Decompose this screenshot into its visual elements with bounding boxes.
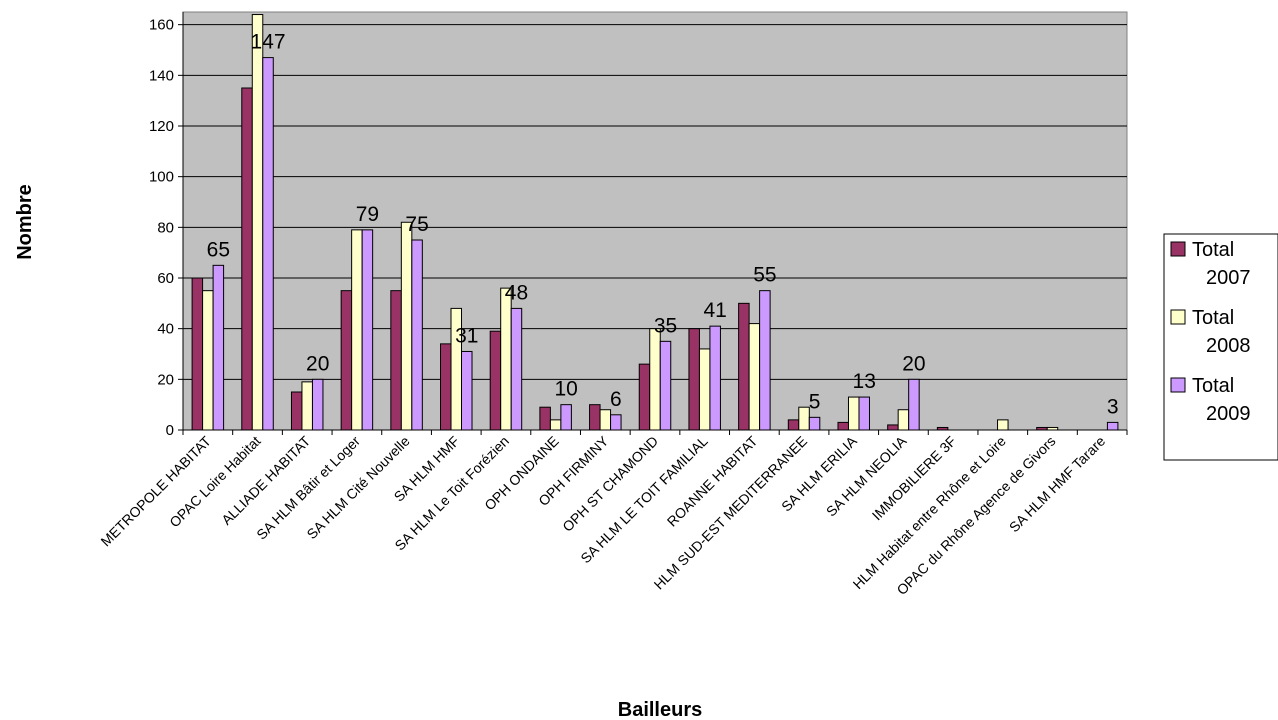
data-label: 48 [505,281,528,304]
bar [649,328,661,431]
legend: Total 2007 Total 2008 Total 2009 [1163,233,1278,461]
bar [251,14,264,431]
bar [390,290,402,431]
bar [688,328,700,431]
bar [589,404,601,431]
bar [290,391,303,431]
legend-label-line: 2009 [1206,403,1251,425]
bar [738,302,750,431]
legend-label: Total 2009 [1192,375,1251,425]
data-label: 147 [251,31,286,54]
y-tick-label: 0 [166,422,174,439]
gridlines [183,24,1127,380]
bar [361,229,374,431]
data-label: 13 [853,370,876,393]
data-label: 20 [306,352,329,375]
bar [997,419,1009,431]
bar [241,87,253,431]
y-axis-title: Nombre [14,184,36,260]
legend-swatch [1170,309,1186,325]
bar [311,378,324,431]
x-axis-title: Bailleurs [618,699,702,720]
x-tick-label: SA HLM HMF Tarare [1006,433,1109,536]
legend-label-line: 2007 [1206,267,1251,289]
bar [500,287,512,431]
data-label: 20 [902,352,925,375]
bar [659,340,672,431]
bar [400,221,413,431]
bar [709,325,721,431]
bar [847,396,860,431]
data-label: 31 [455,324,478,347]
x-tick-label: ROANNE HABITAT [664,432,761,529]
bar [212,264,225,431]
data-label: 6 [610,388,622,411]
bar [440,343,452,431]
bar [1106,421,1119,431]
x-tick-label: IMMOBILIERE 3F [869,433,960,524]
legend-label: Total 2007 [1192,239,1251,289]
y-tick-label: 20 [157,371,174,388]
legend-swatch [1170,377,1186,393]
bar [340,290,353,431]
bar [599,409,612,431]
y-tick-label: 160 [149,17,174,34]
bar [301,381,313,431]
bar [759,290,771,431]
data-label: 75 [405,213,428,236]
bar [191,277,204,431]
bars [191,14,1119,431]
data-label: 55 [753,264,776,287]
y-axis: 0 20 40 60 80 100 120 140 160 [149,12,184,439]
data-label: 3 [1107,395,1119,418]
legend-swatch [1170,241,1186,257]
bar [560,404,572,431]
legend-label-line: Total [1192,375,1234,397]
legend-label-line: Total [1192,239,1234,261]
bar [351,229,363,431]
bar [698,348,711,431]
legend-label: Total 2008 [1192,307,1251,357]
x-tick-label: OPAC Loire Habitat [166,433,264,531]
y-tick-label: 100 [149,169,174,186]
bar [411,239,423,431]
bar [908,378,920,431]
bar [539,406,551,431]
legend-label-line: 2008 [1206,335,1251,357]
bar [549,419,562,431]
bar [489,330,502,431]
data-label: 35 [654,314,677,337]
bar [510,307,523,431]
data-label: 10 [554,378,577,401]
bar [897,409,910,431]
y-tick-label: 80 [157,219,174,236]
y-tick-label: 60 [157,270,174,287]
x-tick-label: ALLIADE HABITAT [218,432,313,527]
data-label: 41 [704,299,727,322]
bar [748,323,761,431]
legend-label-line: Total [1192,307,1234,329]
y-tick-label: 140 [149,67,174,84]
bar [787,419,800,431]
bar [202,290,214,431]
bar [887,424,899,431]
x-tick-label: OPH ST CHAMOND [559,433,661,535]
bar [858,396,870,431]
data-label: 79 [356,203,379,226]
y-tick-label: 120 [149,118,174,135]
data-label: 5 [809,390,821,413]
bar [808,416,821,431]
bar [837,421,849,431]
legend-box [1163,233,1278,461]
bar [638,363,651,431]
data-label: 65 [207,238,230,261]
bar [610,414,622,431]
bar [461,350,473,431]
bar [262,57,274,431]
y-tick-label: 40 [157,321,174,338]
